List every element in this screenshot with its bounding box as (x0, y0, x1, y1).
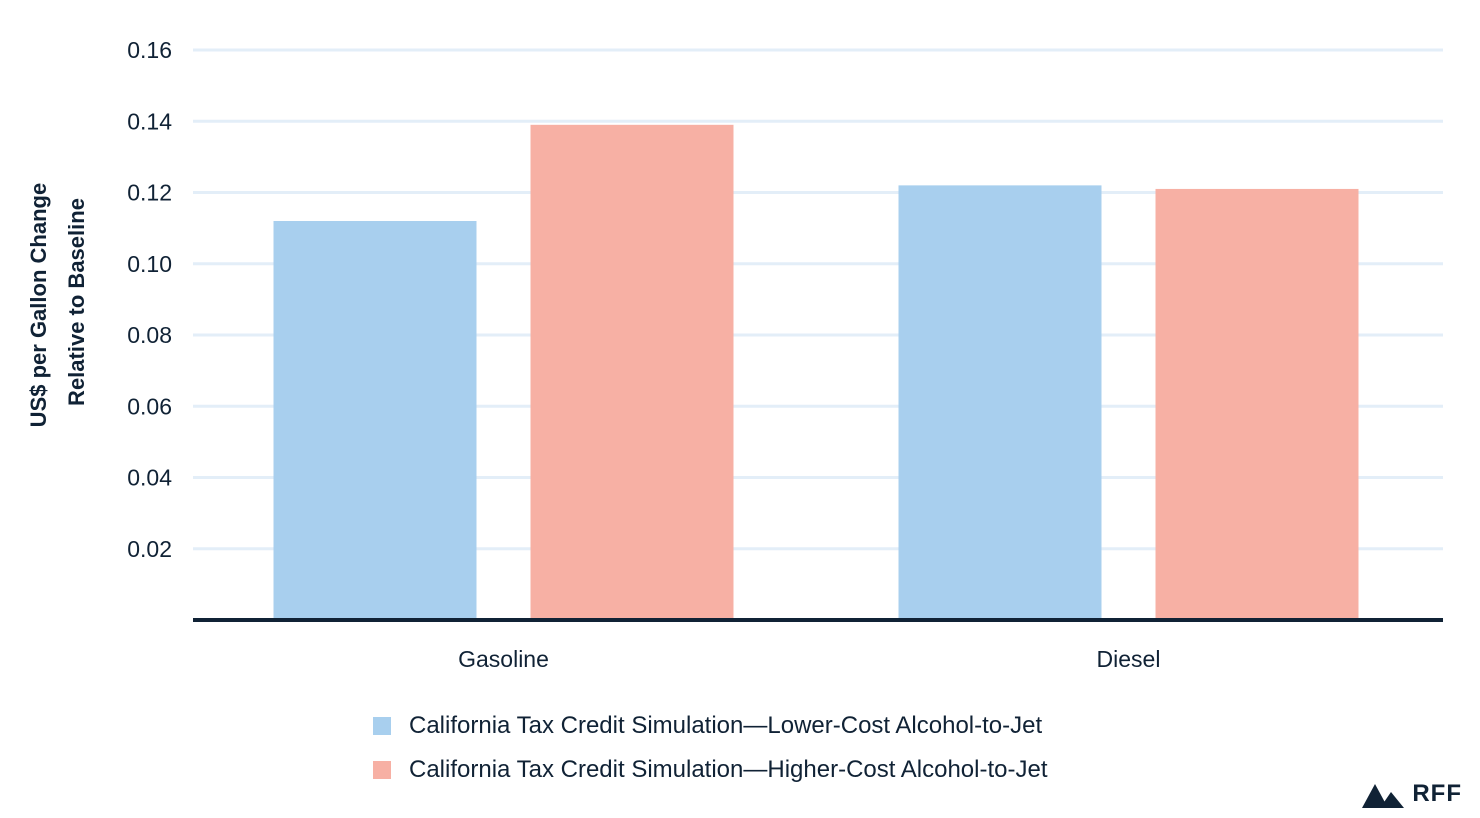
category-label-diesel: Diesel (1097, 646, 1161, 672)
brand-logo: RFF (1362, 780, 1462, 808)
category-label-gasoline: Gasoline (458, 646, 549, 672)
y-axis-label-line-1: US$ per Gallon Change (26, 183, 51, 428)
bar-diesel-series-1 (1155, 188, 1359, 620)
x-axis-categories: Gasoline Diesel (458, 646, 1160, 672)
bar-gasoline-series-0 (273, 221, 477, 620)
bars (273, 124, 1359, 620)
legend-item-higher-cost: California Tax Credit Simulation—Higher-… (373, 748, 1047, 792)
y-tick-label: 0.10 (127, 251, 172, 277)
y-tick-label: 0.06 (127, 393, 172, 419)
y-tick-label: 0.02 (127, 536, 172, 562)
legend: California Tax Credit Simulation—Lower-C… (373, 704, 1047, 792)
y-tick-label: 0.04 (127, 465, 172, 491)
y-axis-label: US$ per Gallon Change Relative to Baseli… (26, 177, 89, 428)
y-tick-label: 0.14 (127, 108, 172, 134)
bar-diesel-series-0 (898, 185, 1102, 620)
legend-label-higher-cost: California Tax Credit Simulation—Higher-… (409, 756, 1048, 783)
y-axis-label-line-2: Relative to Baseline (64, 198, 89, 406)
legend-swatch-lower-cost (373, 717, 391, 735)
legend-swatch-higher-cost (373, 761, 391, 779)
mountain-icon (1362, 784, 1405, 808)
bar-gasoline-series-1 (530, 124, 734, 620)
legend-item-lower-cost: California Tax Credit Simulation—Lower-C… (373, 704, 1047, 748)
y-tick-label: 0.08 (127, 322, 172, 348)
legend-label-lower-cost: California Tax Credit Simulation—Lower-C… (409, 712, 1043, 739)
y-tick-label: 0.16 (127, 37, 172, 63)
y-axis-ticks: 0.02 0.04 0.06 0.08 0.10 0.12 0.14 0.16 (127, 37, 172, 562)
y-tick-label: 0.12 (127, 180, 172, 206)
brand-name: RFF (1412, 780, 1462, 807)
